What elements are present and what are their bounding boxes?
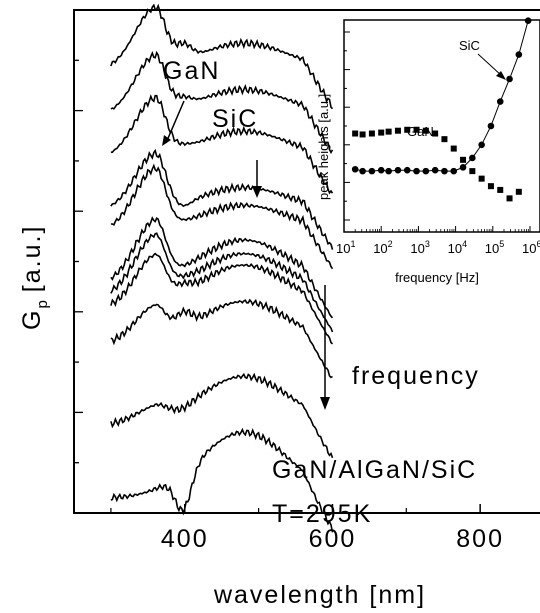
x-axis-label: wavelength [nm] bbox=[213, 581, 426, 609]
main-axes: 400 600 800 bbox=[73, 3, 540, 553]
inset-gan-point bbox=[450, 145, 457, 152]
inset-gan-point bbox=[394, 127, 401, 134]
main-series-line bbox=[110, 232, 334, 333]
inset-gan-point bbox=[413, 126, 420, 133]
annotation-frequency: frequency bbox=[352, 362, 480, 390]
annotation-gan-arrowhead bbox=[162, 135, 171, 146]
inset-gan-point bbox=[432, 130, 439, 137]
main-series-group bbox=[110, 3, 334, 533]
main-series-line bbox=[110, 148, 334, 250]
inset-gan-point bbox=[352, 130, 359, 137]
inset-sic-point bbox=[403, 166, 411, 174]
main-series-line bbox=[110, 3, 334, 110]
inset-gan-point bbox=[441, 136, 448, 143]
main-x-tick-label: 800 bbox=[456, 525, 504, 553]
inset-label-gan: GaN bbox=[407, 124, 434, 139]
main-series-line bbox=[110, 163, 334, 270]
inset-axes: 101 102 103 104 105 106 GaN SiC peak heights … bbox=[316, 17, 540, 285]
inset-points-group bbox=[351, 17, 532, 202]
y-axis-label-sub: p bbox=[34, 298, 51, 308]
inset-gan-point bbox=[469, 168, 476, 175]
inset-gan-point bbox=[422, 127, 429, 134]
inset-sic-point bbox=[368, 167, 376, 175]
inset-sic-point bbox=[422, 167, 430, 175]
inset-sic-point bbox=[515, 51, 523, 58]
inset-x-tick-label: 106 bbox=[522, 239, 540, 256]
annotation-sic: SiC bbox=[212, 105, 258, 133]
main-x-tick-label: 400 bbox=[161, 525, 209, 553]
main-y-ticks bbox=[74, 9, 83, 514]
inset-gan-point bbox=[478, 175, 485, 182]
inset-y-axis-label: peak heights [a.u.] bbox=[316, 94, 331, 200]
inset-sic-point bbox=[469, 154, 476, 162]
inset-label-sic: SiC bbox=[459, 38, 480, 53]
inset-x-tick-label: 105 bbox=[485, 239, 504, 256]
y-axis-label: Gp [a.u.] bbox=[18, 225, 51, 330]
inset-sic-arrow bbox=[477, 53, 503, 77]
inset-gan-point bbox=[460, 156, 467, 163]
svg-text:Gp[a.u.]: Gp [a.u.] bbox=[18, 225, 51, 330]
main-series-line bbox=[110, 298, 333, 379]
inset-x-tick-label: 104 bbox=[448, 239, 467, 256]
annotation-temperature: T=295K bbox=[272, 500, 372, 528]
main-series-line bbox=[110, 427, 334, 533]
annotation-sic-arrowhead bbox=[252, 186, 262, 198]
main-series-line bbox=[110, 216, 334, 319]
inset-gan-point bbox=[368, 130, 375, 137]
inset-gan-point bbox=[378, 129, 385, 136]
inset-gan-point bbox=[404, 126, 411, 133]
inset-gan-point bbox=[515, 188, 522, 195]
inset-sic-point bbox=[385, 167, 392, 175]
inset-sic-point bbox=[450, 167, 458, 175]
inset-sic-point bbox=[487, 122, 495, 130]
inset-sic-point bbox=[431, 166, 439, 174]
inset-sic-point bbox=[459, 164, 467, 171]
inset-sic-arrowhead bbox=[496, 71, 506, 80]
inset-gan-point bbox=[506, 195, 513, 202]
annotation-gan: GaN bbox=[163, 57, 220, 85]
inset-x-tick-label: 102 bbox=[373, 239, 392, 256]
inset-sic-point bbox=[377, 166, 385, 174]
inset-x-tick-label: 103 bbox=[410, 239, 429, 256]
inset-x-ticks: 101 102 103 104 105 106 bbox=[336, 226, 540, 256]
inset-gan-point bbox=[487, 183, 494, 190]
inset-gan-point bbox=[359, 131, 366, 138]
inset-x-tick-label: 101 bbox=[336, 239, 355, 256]
annotation-gan-arrow bbox=[165, 100, 185, 144]
inset-sic-point bbox=[359, 167, 366, 175]
y-axis-label-main: G bbox=[18, 309, 46, 330]
inset-sic-point bbox=[394, 166, 402, 174]
inset-sic-point bbox=[524, 17, 532, 25]
main-series-line bbox=[110, 50, 334, 155]
inset-sic-point bbox=[506, 75, 513, 83]
annotation-sample: GaN/AlGaN/SiC bbox=[272, 456, 477, 484]
inset-sic-point bbox=[496, 98, 504, 105]
inset-gan-point bbox=[497, 186, 504, 193]
inset-sic-point bbox=[351, 165, 359, 173]
main-series-line bbox=[110, 252, 334, 345]
main-series-line bbox=[110, 372, 334, 459]
inset-sic-point bbox=[441, 167, 448, 175]
y-axis-label-unit: [a.u.] bbox=[18, 225, 46, 293]
inset-gan-point bbox=[385, 128, 392, 135]
inset-x-axis-label: frequency [Hz] bbox=[395, 270, 479, 285]
main-series-line bbox=[110, 94, 334, 195]
frequency-arrowhead bbox=[320, 397, 330, 410]
inset-y-ticks bbox=[344, 31, 350, 221]
inset-sic-point bbox=[478, 141, 485, 149]
main-x-ticks: 400 600 800 bbox=[110, 504, 504, 553]
inset-sic-point bbox=[413, 167, 420, 175]
